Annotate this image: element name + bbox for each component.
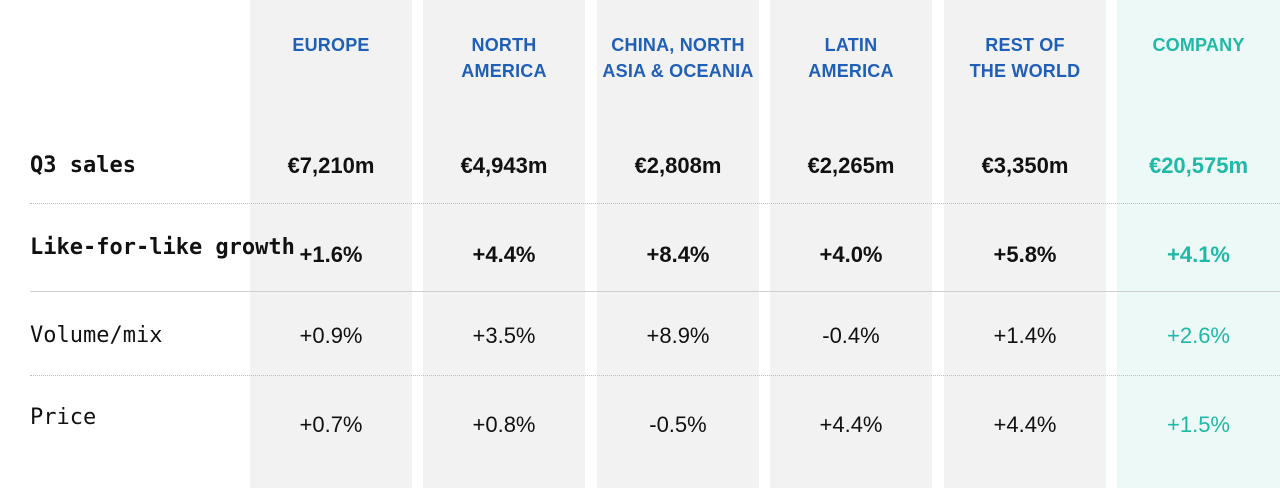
column-header-europe: EUROPE bbox=[292, 35, 370, 55]
cell-lfl-europe: +1.6% bbox=[299, 242, 363, 267]
row-label-like-for-like: Like-for-like growth bbox=[30, 235, 295, 260]
cell-price-company: +1.5% bbox=[1167, 412, 1230, 437]
cell-price-china: -0.5% bbox=[649, 412, 707, 437]
cell-price-north-america: +0.8% bbox=[472, 412, 536, 437]
column-bg-company bbox=[1117, 0, 1280, 488]
cell-price-rest-of-world: +4.4% bbox=[993, 412, 1057, 437]
cell-q3-sales-latin-america: €2,265m bbox=[807, 153, 895, 178]
row-label-q3-sales: Q3 sales bbox=[30, 153, 136, 178]
cell-volume-mix-europe: +0.9% bbox=[299, 323, 363, 348]
column-bg-latin-america bbox=[770, 0, 932, 488]
cell-q3-sales-company: €20,575m bbox=[1148, 153, 1249, 178]
row-separator bbox=[30, 375, 1280, 376]
cell-volume-mix-company: +2.6% bbox=[1167, 323, 1230, 348]
column-header-china: CHINA, NORTH ASIA & OCEANIA bbox=[602, 35, 754, 81]
row-separator bbox=[30, 291, 1280, 292]
cell-q3-sales-rest-of-world: €3,350m bbox=[981, 153, 1069, 178]
cell-volume-mix-china: +8.9% bbox=[646, 323, 710, 348]
column-bg-china bbox=[597, 0, 759, 488]
cell-q3-sales-north-america: €4,943m bbox=[460, 153, 548, 178]
cell-lfl-latin-america: +4.0% bbox=[819, 242, 883, 267]
cell-price-europe: +0.7% bbox=[299, 412, 363, 437]
cell-lfl-north-america: +4.4% bbox=[472, 242, 536, 267]
column-header-company: COMPANY bbox=[1152, 35, 1245, 55]
cell-lfl-company: +4.1% bbox=[1167, 242, 1230, 267]
cell-q3-sales-china: €2,808m bbox=[634, 153, 722, 178]
row-label-volume-mix: Volume/mix bbox=[30, 323, 163, 348]
column-bg-rest-of-world bbox=[944, 0, 1106, 488]
row-label-price: Price bbox=[30, 405, 97, 430]
cell-price-latin-america: +4.4% bbox=[819, 412, 883, 437]
column-bg-europe bbox=[250, 0, 412, 488]
column-bg-north-america bbox=[423, 0, 585, 488]
cell-volume-mix-latin-america: -0.4% bbox=[822, 323, 880, 348]
cell-volume-mix-north-america: +3.5% bbox=[472, 323, 536, 348]
cell-lfl-china: +8.4% bbox=[646, 242, 710, 267]
row-separator bbox=[30, 203, 1280, 204]
cell-lfl-rest-of-world: +5.8% bbox=[993, 242, 1057, 267]
cell-volume-mix-rest-of-world: +1.4% bbox=[993, 323, 1057, 348]
column-header-rest-of-world: REST OF THE WORLD bbox=[969, 35, 1081, 81]
column-header-north-america: NORTH AMERICA bbox=[461, 35, 547, 81]
cell-q3-sales-europe: €7,210m bbox=[287, 153, 375, 178]
column-header-latin-america: LATIN AMERICA bbox=[808, 35, 894, 81]
